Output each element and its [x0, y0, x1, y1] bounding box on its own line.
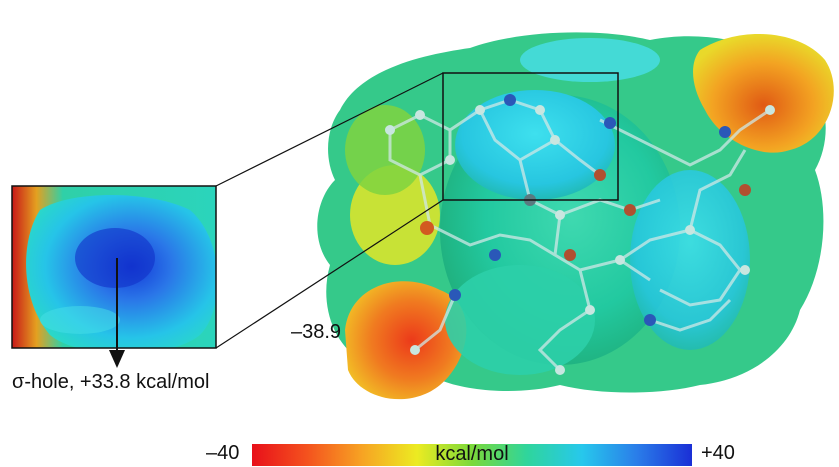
- esp-surface: [317, 32, 834, 400]
- colorbar-unit-label: kcal/mol: [435, 443, 509, 465]
- inset-frame: [11, 185, 217, 349]
- surface-cyan-right: [630, 170, 750, 350]
- surface-red-lobe: [345, 281, 467, 400]
- minimum-value-label: –38.9: [291, 321, 342, 343]
- zoom-selection-box: [442, 72, 619, 201]
- sigma-hole-label: σ-hole, +33.8 kcal/mol: [12, 371, 210, 393]
- zoom-connector-bottom: [215, 199, 444, 349]
- surface-lime-left: [345, 105, 425, 195]
- sigma-hole-inset: [12, 186, 216, 348]
- zoom-connector-top: [215, 72, 444, 187]
- surface-orange-lobe: [693, 33, 834, 153]
- surface-cyan-bottom: [445, 265, 595, 375]
- surface-cyan-top: [455, 90, 615, 200]
- molecule-atoms: [385, 94, 775, 375]
- surface-highlight: [520, 38, 660, 82]
- colorbar: kcal/mol: [252, 443, 692, 466]
- sigma-hole-arrow-head: [109, 350, 125, 368]
- colorbar-min-label: –40: [206, 442, 240, 464]
- colorbar-max-label: +40: [701, 442, 735, 464]
